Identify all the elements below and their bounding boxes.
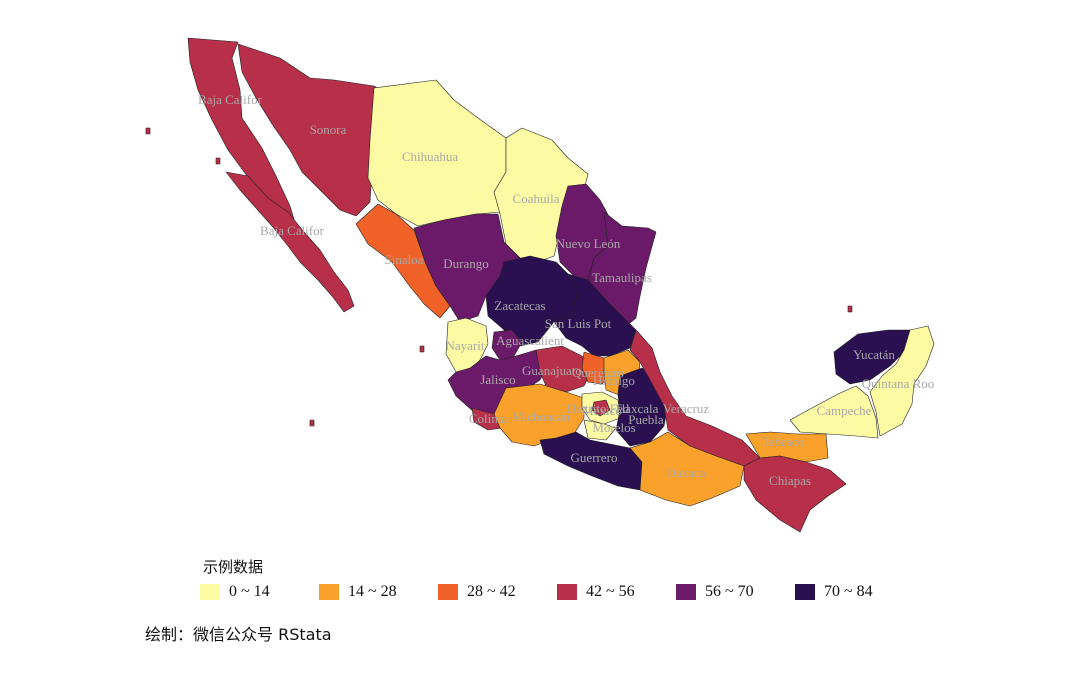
state-label-morelos: Morelos	[592, 420, 635, 435]
state-region-colima[interactable]	[471, 407, 503, 431]
legend-item: 56 ~ 70	[676, 583, 795, 601]
legend: 0 ~ 14 14 ~ 28 28 ~ 42 42 ~ 56 56 ~ 70 70 ~ 8…	[200, 583, 914, 601]
credit-text: 绘制：微信公众号 RStata	[145, 625, 332, 644]
island-shape	[215, 157, 221, 165]
state-label-chihuahua: Chihuahua	[402, 149, 459, 164]
legend-item: 28 ~ 42	[438, 583, 557, 601]
state-label-sinaloa: Sinaloa	[385, 252, 424, 267]
legend-label: 14 ~ 28	[348, 583, 397, 600]
legend-item: 0 ~ 14	[200, 583, 319, 601]
legend-item: 14 ~ 28	[319, 583, 438, 601]
state-region-san-luis-pot[interactable]	[553, 273, 637, 357]
state-label-guerrero: Guerrero	[571, 450, 618, 465]
state-region-chihuahua[interactable]	[367, 79, 507, 227]
state-label-tlaxcala: Tlaxcala	[614, 401, 659, 416]
legend-swatch	[319, 584, 339, 600]
legend-item: 70 ~ 84	[795, 583, 914, 601]
island-shape	[419, 345, 425, 353]
legend-label: 42 ~ 56	[586, 583, 635, 600]
state-region-aguascalient[interactable]	[491, 329, 523, 361]
state-label-queretaro: Querétaro	[572, 365, 624, 380]
state-region-nayarit[interactable]	[445, 317, 489, 373]
state-label-baja-califor: Baja Califor	[198, 92, 263, 107]
island-shape	[309, 419, 315, 427]
state-region-distrito-fed[interactable]	[591, 399, 611, 417]
legend-swatch	[676, 584, 696, 600]
state-label-baja-califor: Baja Califor	[260, 223, 325, 238]
state-label-yucatan: Yucatán	[853, 347, 895, 362]
state-label-distrito-fed: Distrito Fed	[567, 401, 630, 416]
legend-swatch	[795, 584, 815, 600]
state-region-sonora[interactable]	[237, 43, 385, 217]
state-region-morelos[interactable]	[583, 419, 617, 441]
state-label-nayarit: Nayarit	[446, 338, 485, 353]
island-shape	[847, 305, 853, 313]
state-label-coahuila: Coahuila	[513, 191, 560, 206]
state-region-chiapas[interactable]	[743, 455, 847, 533]
state-label-michoacan: Michoacán	[512, 409, 570, 424]
legend-label: 28 ~ 42	[467, 583, 516, 600]
state-label-tabasco: Tabasco	[762, 434, 804, 449]
state-region-guanajuato[interactable]	[535, 345, 593, 393]
state-label-nuevo-leon: Nuevo León	[556, 236, 621, 251]
state-region-jalisco[interactable]	[447, 349, 551, 415]
state-label-jalisco: Jalisco	[480, 372, 515, 387]
legend-label: 56 ~ 70	[705, 583, 754, 600]
legend-swatch	[200, 584, 220, 600]
state-label-colima: Colima	[469, 411, 508, 426]
legend-label: 0 ~ 14	[229, 583, 270, 600]
legend-swatch	[438, 584, 458, 600]
island-shape	[145, 127, 151, 135]
state-label-veracruz: Veracruz	[663, 401, 709, 416]
state-label-aguascalient: Aguascalient	[496, 333, 564, 348]
state-region-sinaloa[interactable]	[355, 203, 451, 319]
state-region-oaxaca[interactable]	[629, 431, 745, 507]
state-label-oaxaca: Oaxaca	[667, 465, 706, 480]
state-label-tamaulipas: Tamaulipas	[592, 270, 652, 285]
legend-label: 70 ~ 84	[824, 583, 873, 600]
state-region-zacatecas[interactable]	[485, 255, 579, 347]
state-label-puebla: Puebla	[628, 412, 664, 427]
state-region-quintana-roo[interactable]	[869, 325, 935, 437]
state-region-campeche[interactable]	[789, 385, 879, 439]
state-label-hidalgo: Hidalgo	[593, 373, 635, 388]
mexico-choropleth-map: Baja Califor Baja Califor Sonora Chihuahua C…	[145, 37, 935, 533]
legend-item: 42 ~ 56	[557, 583, 676, 601]
state-label-chiapas: Chiapas	[769, 473, 811, 488]
legend-swatch	[557, 584, 577, 600]
state-label-sonora: Sonora	[310, 122, 347, 137]
state-label-guanajuato: Guanajuato	[522, 363, 582, 378]
state-label-campeche: Campeche	[817, 403, 872, 418]
state-label-quintana-roo: Quintana Roo	[862, 376, 935, 391]
state-label-san-luis-pot: San Luis Pot	[545, 316, 612, 331]
state-label-zacatecas: Zacatecas	[494, 298, 545, 313]
state-region-baja-califor[interactable]	[225, 171, 355, 313]
state-region-yucatan[interactable]	[833, 329, 911, 385]
legend-title: 示例数据	[203, 558, 264, 576]
state-label-durango: Durango	[443, 256, 489, 271]
state-label-mexico: México	[582, 403, 622, 418]
